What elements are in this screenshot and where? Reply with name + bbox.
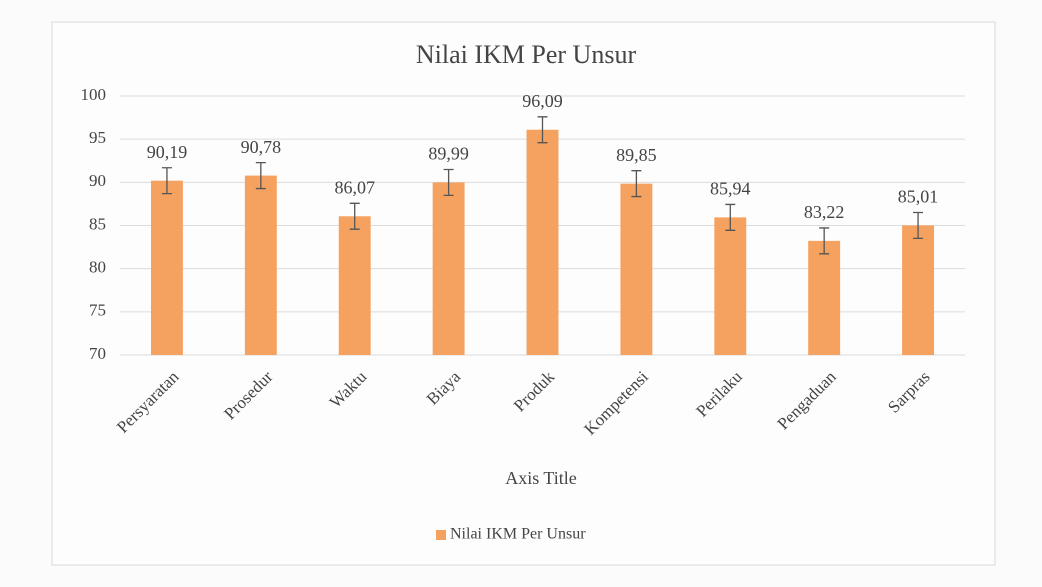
value-label: 83,22 bbox=[804, 202, 845, 222]
bar bbox=[244, 175, 277, 355]
error-bar bbox=[161, 167, 172, 195]
legend-label: Nilai IKM Per Unsur bbox=[450, 526, 586, 543]
bar bbox=[620, 183, 653, 355]
bar bbox=[150, 180, 183, 355]
error-bar bbox=[631, 170, 642, 198]
bar bbox=[432, 182, 465, 355]
y-tick-label: 75 bbox=[89, 301, 106, 320]
bar bbox=[808, 240, 841, 355]
value-label: 96,09 bbox=[522, 91, 563, 111]
y-tick-label: 85 bbox=[89, 214, 106, 233]
error-bar bbox=[537, 116, 548, 144]
value-label: 85,01 bbox=[898, 187, 939, 207]
error-bar bbox=[349, 202, 360, 230]
bar bbox=[714, 217, 747, 355]
bar bbox=[526, 129, 559, 355]
value-label: 90,78 bbox=[241, 137, 282, 157]
y-tick-label: 90 bbox=[89, 171, 106, 190]
x-axis-title: Axis Title bbox=[505, 468, 577, 488]
error-bar bbox=[443, 168, 454, 197]
error-bar bbox=[913, 211, 924, 240]
bar bbox=[338, 216, 371, 355]
y-tick-label: 100 bbox=[81, 85, 107, 104]
y-tick-label: 95 bbox=[89, 128, 106, 147]
y-tick-label: 80 bbox=[89, 258, 106, 277]
value-label: 85,94 bbox=[710, 179, 751, 199]
value-label: 86,07 bbox=[334, 177, 375, 197]
legend-swatch bbox=[436, 530, 446, 540]
error-bar bbox=[819, 227, 830, 255]
y-tick-label: 70 bbox=[89, 344, 106, 363]
value-label: 89,85 bbox=[616, 145, 657, 165]
value-label: 89,99 bbox=[428, 144, 469, 164]
bar bbox=[902, 225, 935, 355]
error-bar bbox=[725, 203, 736, 231]
chart-title: Nilai IKM Per Unsur bbox=[416, 40, 637, 69]
value-label: 90,19 bbox=[147, 142, 188, 162]
error-bar bbox=[255, 161, 266, 190]
